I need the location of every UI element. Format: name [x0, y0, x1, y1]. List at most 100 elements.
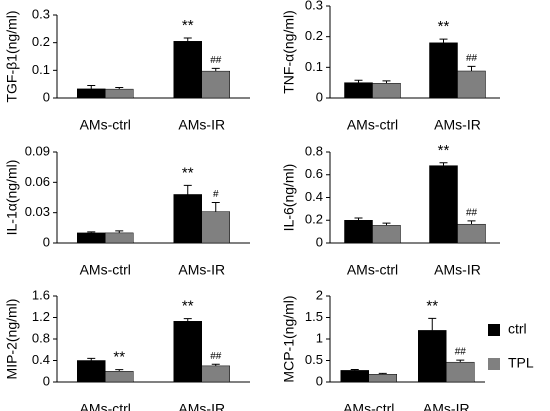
y-tick-label: 0.4 — [32, 352, 50, 367]
bar — [173, 194, 202, 244]
bar — [77, 232, 106, 244]
significance-label: # — [213, 189, 219, 200]
bar — [201, 70, 230, 99]
error-bar — [350, 369, 359, 371]
y-tick-label: 0.2 — [32, 34, 50, 49]
y-tick-label: 0.2 — [305, 212, 323, 227]
significance-label: ## — [210, 351, 222, 362]
error-bar — [87, 357, 96, 361]
y-tick-label: 0.03 — [25, 204, 50, 219]
y-tick-label: 0.2 — [305, 28, 323, 43]
y-tick-label: 0 — [316, 89, 323, 104]
error-bar — [456, 359, 465, 363]
significance-label: ** — [182, 298, 194, 315]
significance-label: ** — [426, 297, 438, 314]
bar — [173, 41, 202, 99]
bar — [429, 165, 458, 244]
error-bar — [467, 65, 476, 72]
y-axis-label: TGF-β1(ng/ml) — [4, 10, 20, 102]
y-axis-label: IL-6(ng/ml) — [281, 164, 297, 232]
error-bar — [211, 363, 220, 366]
y-tick-label: 2 — [316, 287, 323, 302]
y-tick-label: 0.5 — [305, 352, 323, 367]
bar — [344, 82, 373, 99]
error-bar — [211, 202, 220, 212]
x-tick-label: AMs-IR — [178, 401, 225, 411]
error-bar — [115, 86, 124, 90]
error-bar — [382, 222, 391, 226]
x-tick-label: AMs-IR — [434, 117, 481, 133]
bar — [173, 321, 202, 383]
x-tick-label: AMs-IR — [178, 117, 225, 133]
bar — [340, 370, 369, 383]
y-axis-label: TNF-α(ng/ml) — [281, 10, 297, 94]
x-tick-label: AMs-IR — [178, 262, 225, 278]
error-bar — [183, 318, 192, 322]
error-bar — [428, 317, 437, 331]
bar — [446, 361, 475, 383]
y-tick-label: 0.8 — [305, 143, 323, 158]
error-bar — [183, 37, 192, 42]
bar — [77, 88, 106, 99]
error-bar — [378, 372, 387, 375]
significance-label: ## — [455, 347, 467, 358]
legend-label: TPL — [508, 355, 534, 371]
significance-label: ** — [438, 142, 450, 159]
bar — [105, 88, 134, 99]
y-axis-label: MCP-1(ng/ml) — [281, 295, 297, 382]
y-tick-label: 1.5 — [305, 309, 323, 324]
y-tick-label: 0.06 — [25, 174, 50, 189]
y-tick-label: 0 — [43, 373, 50, 388]
error-bar — [467, 220, 476, 225]
x-tick-label: AMs-ctrl — [347, 117, 398, 133]
bar — [344, 220, 373, 244]
y-tick-label: 1.6 — [32, 287, 50, 302]
significance-label: ## — [466, 207, 478, 218]
legend-swatch — [488, 324, 500, 336]
bar — [105, 232, 134, 244]
y-tick-label: 0.6 — [305, 166, 323, 181]
legend-label: ctrl — [508, 321, 527, 337]
bar — [457, 223, 486, 244]
y-tick-label: 0 — [316, 373, 323, 388]
bar — [418, 330, 447, 383]
error-bar — [87, 85, 96, 89]
error-bar — [439, 162, 448, 166]
error-bar — [439, 38, 448, 43]
bar — [77, 360, 106, 383]
significance-label: ** — [113, 349, 125, 366]
x-tick-label: AMs-ctrl — [347, 262, 398, 278]
legend-swatch — [488, 358, 500, 370]
error-bar — [115, 369, 124, 372]
y-tick-label: 0.1 — [305, 59, 323, 74]
significance-label: ## — [466, 53, 478, 64]
bar — [429, 42, 458, 99]
significance-label: ** — [438, 18, 450, 35]
x-tick-label: AMs-ctrl — [80, 117, 131, 133]
y-tick-label: 0.3 — [305, 0, 323, 12]
bar — [457, 70, 486, 99]
y-tick-label: 0 — [43, 89, 50, 104]
error-bar — [382, 80, 391, 84]
error-bar — [354, 79, 363, 83]
significance-label: ** — [182, 164, 194, 181]
y-tick-label: 0.8 — [32, 330, 50, 345]
y-tick-label: 0.4 — [305, 189, 323, 204]
bar — [368, 374, 397, 383]
y-axis-label: MIP-2(ng/ml) — [4, 299, 20, 380]
x-tick-label: AMs-ctrl — [343, 401, 394, 411]
y-tick-label: 0 — [43, 234, 50, 249]
bar — [201, 211, 230, 244]
bar — [372, 83, 401, 99]
y-tick-label: 0.3 — [32, 6, 50, 21]
y-tick-label: 0.09 — [25, 143, 50, 158]
error-bar — [115, 230, 124, 233]
y-tick-label: 0 — [316, 234, 323, 249]
error-bar — [354, 217, 363, 221]
error-bar — [87, 231, 96, 233]
bar — [372, 225, 401, 244]
bar — [105, 371, 134, 383]
x-tick-label: AMs-IR — [434, 262, 481, 278]
bar — [201, 365, 230, 383]
